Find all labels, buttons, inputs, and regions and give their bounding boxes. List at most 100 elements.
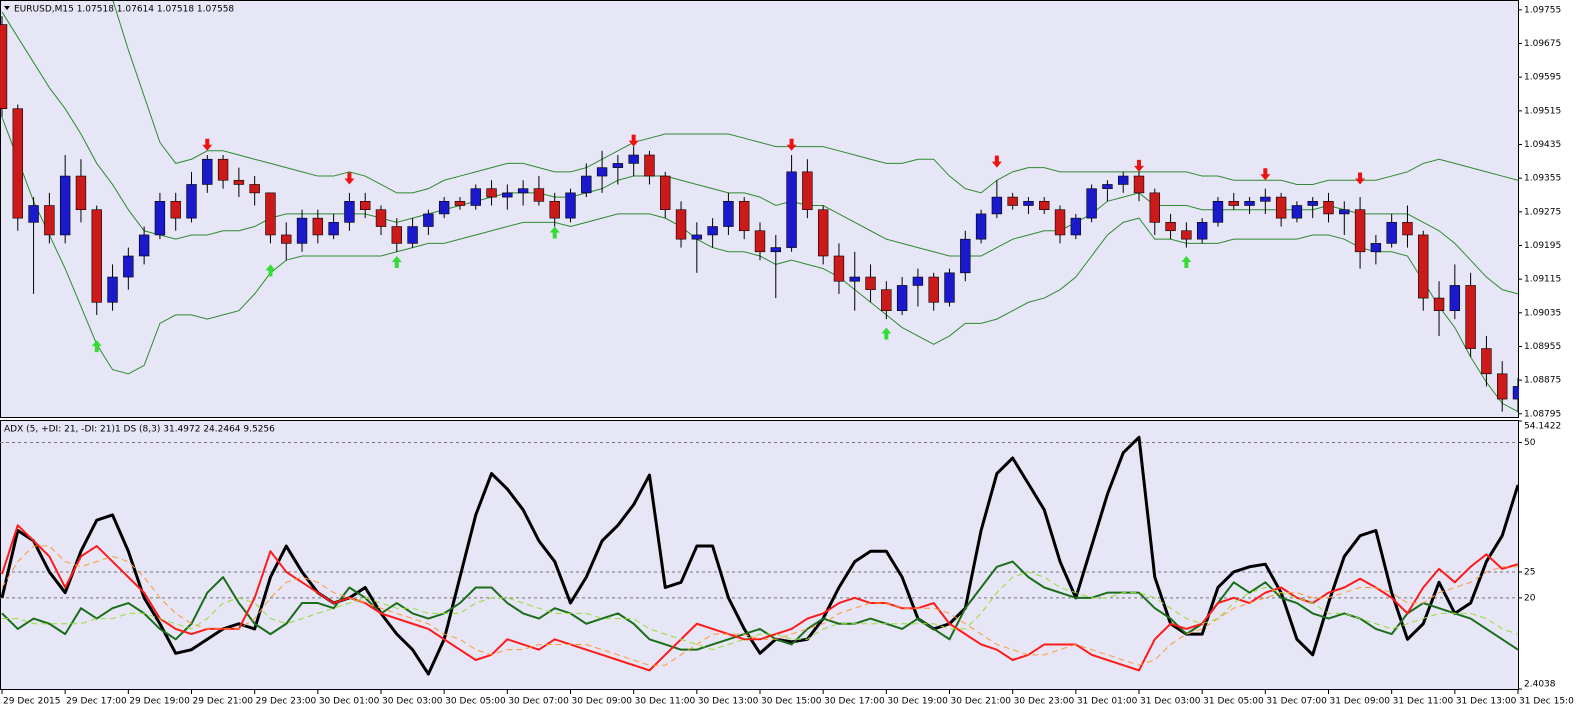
candle-body xyxy=(1497,373,1508,400)
x-tick-label: 30 Dec 23:00 xyxy=(1014,697,1075,707)
candle-body xyxy=(328,222,339,236)
candle-body xyxy=(344,200,355,223)
y-tick-label: 54.1422 xyxy=(1524,422,1561,432)
candle-body xyxy=(107,276,118,303)
candle-body xyxy=(628,154,639,164)
candle-body xyxy=(1102,184,1113,189)
sell-arrow xyxy=(628,134,639,147)
candle-body xyxy=(375,209,387,227)
indicator-line xyxy=(1,545,1518,666)
candle-body xyxy=(754,230,766,253)
candle-body xyxy=(28,205,39,223)
y-tick-label: 1.09675 xyxy=(1524,39,1561,49)
candle-body xyxy=(1133,175,1145,194)
candle-body xyxy=(928,276,939,303)
y-tick-label: 25 xyxy=(1524,567,1535,577)
indicator-line xyxy=(0,435,1519,676)
candle-body xyxy=(423,213,434,227)
candle-body xyxy=(1086,188,1097,219)
candle-body xyxy=(1275,196,1287,219)
x-tick-label: 30 Dec 05:00 xyxy=(445,697,506,707)
candle-body xyxy=(612,163,624,168)
indicator-panel-title: ADX (5, +DI: 21, -DI: 21)1 DS (8,3) 31.4… xyxy=(4,425,275,435)
candle-body xyxy=(549,200,560,219)
x-tick-label: 29 Dec 21:00 xyxy=(193,697,254,707)
indicator-line xyxy=(2,571,1519,651)
x-tick-label: 31 Dec 13:00 xyxy=(1456,697,1517,707)
y-tick-label: 1.09355 xyxy=(1524,174,1561,184)
x-tick-label: 31 Dec 15:0 xyxy=(1519,697,1574,707)
candle-body xyxy=(123,255,134,278)
y-tick-label: 20 xyxy=(1524,593,1536,603)
candle-body xyxy=(1433,297,1445,311)
candle-body xyxy=(138,234,150,257)
sell-arrow xyxy=(344,172,355,185)
candle-body xyxy=(1512,386,1519,400)
candle-body xyxy=(960,238,971,274)
x-tick-label: 29 Dec 23:00 xyxy=(256,697,317,707)
candle-body xyxy=(675,209,687,240)
y-tick-label: 1.09275 xyxy=(1524,207,1561,217)
price-panel-title: EURUSD,M15 1.07518 1.07614 1.07518 1.075… xyxy=(14,5,234,15)
y-tick-label: 50 xyxy=(1524,438,1536,448)
candle-body xyxy=(1039,200,1050,211)
candle-body xyxy=(975,213,987,240)
candle-body xyxy=(296,217,308,244)
candle-body xyxy=(896,285,908,311)
candle-body xyxy=(1402,222,1413,236)
candle-body xyxy=(739,200,750,232)
sell-arrow xyxy=(1134,159,1144,172)
buy-arrow xyxy=(881,327,892,340)
sell-arrow xyxy=(991,155,1002,168)
candle-body xyxy=(991,196,1003,215)
y-tick-label: 1.09035 xyxy=(1524,308,1561,318)
candle-body xyxy=(0,24,8,110)
candle-body xyxy=(391,226,402,244)
candle-body xyxy=(202,158,213,185)
x-tick-label: 30 Dec 15:00 xyxy=(761,697,822,707)
candle-body xyxy=(1149,192,1160,223)
x-tick-label: 30 Dec 03:00 xyxy=(382,697,443,707)
x-tick-label: 30 Dec 19:00 xyxy=(887,697,948,707)
x-tick-label: 30 Dec 21:00 xyxy=(951,697,1012,707)
y-tick-label: 1.09515 xyxy=(1524,106,1561,116)
price-plot xyxy=(0,1,1519,413)
y-tick-label: 1.08955 xyxy=(1524,342,1561,352)
candle-body xyxy=(502,192,513,198)
x-tick-label: 30 Dec 09:00 xyxy=(572,697,633,707)
candle-body xyxy=(644,154,655,177)
sell-arrow xyxy=(786,138,797,151)
x-tick-label: 30 Dec 13:00 xyxy=(698,697,759,707)
candle-body xyxy=(1481,348,1492,375)
axes: 1.09755 1.09675 1.09595 1.09515 1.09435 1.093… xyxy=(1,5,1574,707)
symbol-menu-icon[interactable] xyxy=(4,6,10,10)
sell-arrow xyxy=(1260,168,1271,181)
x-tick-label: 29 Dec 2015 xyxy=(3,697,61,707)
candle-body xyxy=(1212,200,1224,223)
candle-body xyxy=(517,188,529,194)
candle-body xyxy=(581,175,592,194)
candle-body xyxy=(91,209,102,303)
buy-arrow xyxy=(391,255,402,268)
candle-body xyxy=(1386,222,1397,244)
candle-body xyxy=(1465,285,1476,349)
candle-body xyxy=(1007,196,1018,206)
candle-body xyxy=(470,188,481,206)
candle-body xyxy=(691,234,703,240)
candle-body xyxy=(233,179,245,185)
candle-body xyxy=(1244,200,1255,206)
candle-body xyxy=(265,192,276,236)
y-tick-label: 2.4038 xyxy=(1524,680,1556,690)
candle-body xyxy=(1228,200,1239,206)
candle-body xyxy=(281,234,292,244)
candle-body xyxy=(533,188,545,202)
candle-body xyxy=(660,175,671,211)
y-tick-label: 1.09115 xyxy=(1524,275,1561,285)
indicator-line xyxy=(1,524,1519,672)
candle-body xyxy=(407,226,418,244)
indicator-panel xyxy=(0,420,1519,690)
price-panel xyxy=(0,0,1519,418)
candle-body xyxy=(1054,209,1066,236)
candle-body xyxy=(186,184,197,219)
candle-body xyxy=(1260,196,1271,202)
